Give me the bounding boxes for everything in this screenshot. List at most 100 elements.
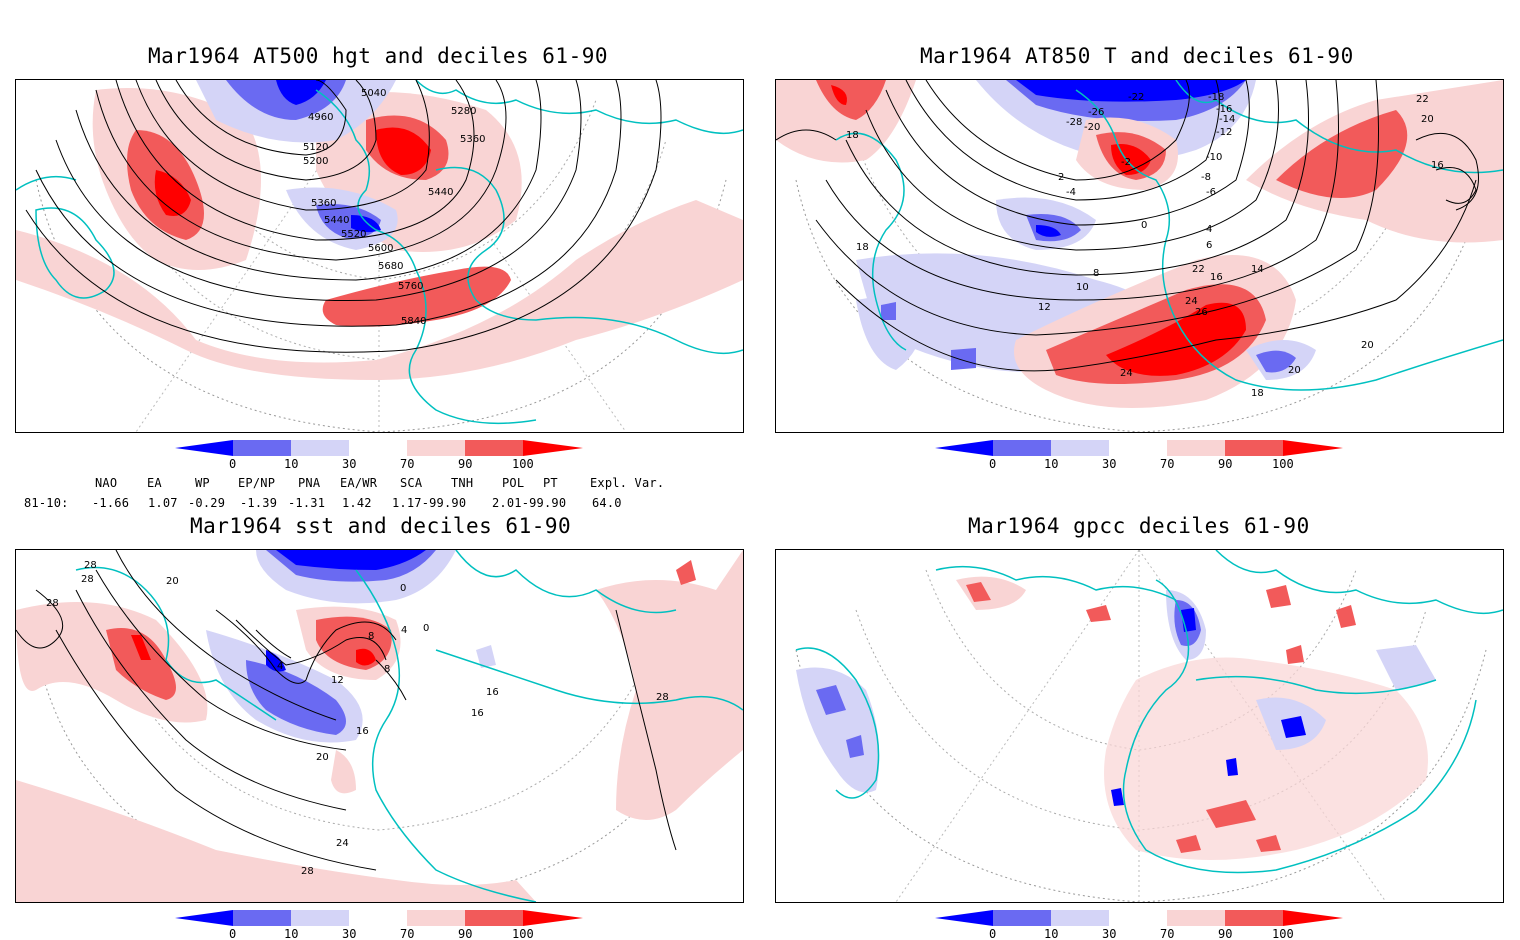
colorbar-segment-mid-blue xyxy=(993,440,1051,456)
contour-label: 5520 xyxy=(341,229,366,240)
colorbar-segment-white xyxy=(1109,440,1167,456)
contour-label: 12 xyxy=(1038,302,1051,313)
colorbar-top-left: 0 10 30 70 90 100 xyxy=(175,440,583,470)
colorbar-tick: 70 xyxy=(1160,457,1174,470)
contour-label: 4 xyxy=(1206,224,1212,235)
gpcc-map-svg xyxy=(795,550,1503,902)
contour-label: 0 xyxy=(423,623,429,634)
anomaly-area-mid-red xyxy=(966,582,1111,622)
contour-label: -26 xyxy=(1088,107,1104,118)
temperature-contours xyxy=(776,80,1479,372)
contour-label: 5360 xyxy=(460,134,485,145)
coastline xyxy=(1195,675,1437,695)
map-panel-sst: 28 28 28 28 28 20 20 24 16 16 16 12 8 8 … xyxy=(15,549,744,903)
contour-label: -22 xyxy=(1128,92,1144,103)
colorbar-top-right: 0 10 30 70 90 100 xyxy=(935,440,1343,470)
colorbar-tick: 100 xyxy=(512,457,534,470)
meridian-line xyxy=(895,550,1140,902)
colorbar-tick: 70 xyxy=(400,927,414,940)
contour-label: -28 xyxy=(1066,117,1082,128)
contour-label: 4960 xyxy=(308,112,333,123)
colorbar-tick: 30 xyxy=(342,927,356,940)
contour-label: 18 xyxy=(846,130,859,141)
colorbar-tick: 30 xyxy=(1102,457,1116,470)
t850-map-svg: -28 -26 -22 -20 -18 -16 -14 -12 -10 -8 -… xyxy=(776,80,1503,432)
contour-label: 2 xyxy=(1058,172,1064,183)
map-panel-gpcc xyxy=(775,549,1504,903)
index-header: SCA xyxy=(400,476,423,490)
colorbar-segment-mid-red xyxy=(1225,440,1283,456)
anomaly-area-deep-blue xyxy=(1281,716,1306,738)
colorbar-tick: 10 xyxy=(1044,927,1058,940)
anomaly-area-light-red xyxy=(16,200,743,380)
colorbar-segment-deep-red xyxy=(523,910,583,926)
contour-label: 5440 xyxy=(428,187,453,198)
index-value-wp: -0.29 xyxy=(188,496,226,510)
coastline xyxy=(1175,80,1503,174)
colorbar-bottom-left: 0 10 30 70 90 100 xyxy=(175,910,583,940)
contour-label: 16 xyxy=(1431,160,1444,171)
map-panel-hgt500: 4960 5040 5120 5200 5280 5360 5360 5440 … xyxy=(15,79,744,433)
contour-label: 20 xyxy=(1361,340,1374,351)
index-header: POL xyxy=(502,476,525,490)
contour-label: 28 xyxy=(81,574,94,585)
contour-label: 24 xyxy=(1120,368,1133,379)
anomaly-area-light-blue xyxy=(796,667,880,793)
index-header: WP xyxy=(195,476,210,490)
anomaly-area-mid-blue xyxy=(1256,350,1296,373)
contour-label: 4 xyxy=(277,661,283,672)
contour-label: -12 xyxy=(1216,127,1232,138)
contour-label: 5680 xyxy=(378,261,403,272)
coastline xyxy=(1075,89,1503,391)
panel-title-t850: Mar1964 AT850 T and deciles 61-90 xyxy=(920,44,1354,68)
index-header: PNA xyxy=(298,476,321,490)
colorbar-tick: 0 xyxy=(229,927,236,940)
contour-label: 6 xyxy=(1206,240,1212,251)
colorbar-segment-deep-blue xyxy=(175,440,233,456)
coastline xyxy=(795,647,880,799)
coastline xyxy=(16,175,115,299)
colorbar-segment-mid-blue xyxy=(993,910,1051,926)
anomaly-area-deep-blue xyxy=(276,80,326,105)
contour-label: 0 xyxy=(1141,220,1147,231)
anomaly-area-deep-red xyxy=(831,85,847,105)
contour-label: -14 xyxy=(1219,114,1235,125)
contour-label: 24 xyxy=(1185,296,1198,307)
colorbar-segment-light-blue xyxy=(1051,910,1109,926)
anomaly-area-mid-red xyxy=(1266,585,1356,664)
latitude-circle xyxy=(95,609,667,831)
contour-label: 14 xyxy=(1251,264,1264,275)
colorbar-segment-light-blue xyxy=(1051,440,1109,456)
coastline xyxy=(835,132,907,351)
contour-label: -18 xyxy=(1208,92,1224,103)
colorbar-tick: 70 xyxy=(1160,927,1174,940)
index-header: PT xyxy=(543,476,558,490)
panel-title-sst: Mar1964 sst and deciles 61-90 xyxy=(190,514,572,538)
coastline xyxy=(935,565,1177,601)
coastline xyxy=(355,569,537,902)
colorbar-segment-deep-red xyxy=(1283,910,1343,926)
anomaly-area-deep-red xyxy=(131,635,151,660)
colorbar-segment-light-blue xyxy=(291,440,349,456)
contour-label: 20 xyxy=(1421,114,1434,125)
sst-contours xyxy=(16,550,677,871)
contour-label: -4 xyxy=(1066,187,1076,198)
anomaly-area-light-blue xyxy=(856,290,923,370)
contour-label: 28 xyxy=(46,598,59,609)
index-header: EP/NP xyxy=(238,476,276,490)
index-value-ea: 1.07 xyxy=(148,496,178,510)
colorbar-segment-deep-red xyxy=(523,440,583,456)
index-value-pna: -1.31 xyxy=(288,496,326,510)
anomaly-area-light-blue xyxy=(476,645,496,668)
colorbar-segment-mid-red xyxy=(465,440,523,456)
anomaly-area-mid-red xyxy=(322,266,511,327)
sst-map-svg: 28 28 28 28 28 20 20 24 16 16 16 12 8 8 … xyxy=(16,550,743,902)
contour-label: -2 xyxy=(1121,157,1131,168)
hgt500-map-svg: 4960 5040 5120 5200 5280 5360 5360 5440 … xyxy=(16,80,743,432)
contour-label: 5440 xyxy=(324,215,349,226)
contour-label: 5600 xyxy=(368,243,393,254)
contour-label: 12 xyxy=(331,675,344,686)
panel-title-gpcc: Mar1964 gpcc deciles 61-90 xyxy=(968,514,1310,538)
anomaly-area-light-red xyxy=(16,780,536,902)
colorbar-segment-light-red xyxy=(407,910,465,926)
